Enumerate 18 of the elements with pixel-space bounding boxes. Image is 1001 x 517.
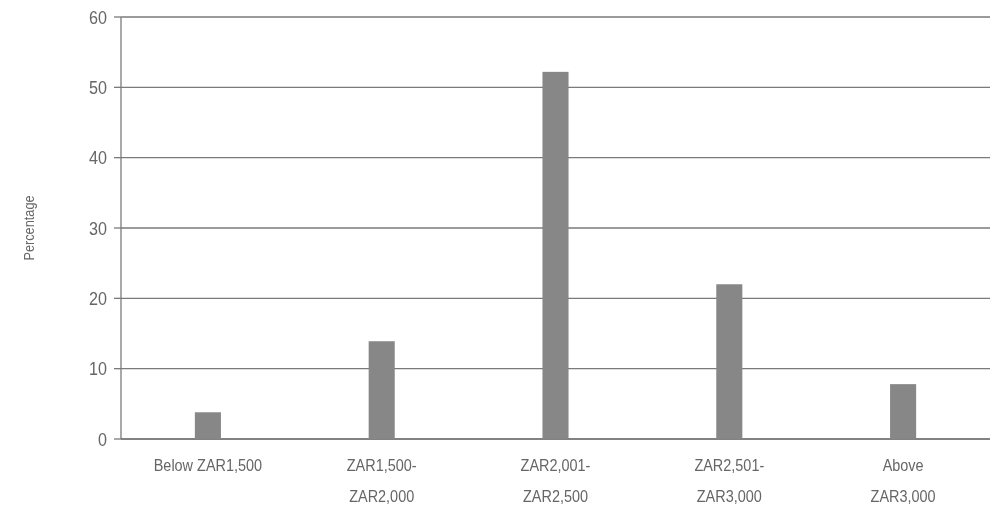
- x-tick-label: ZAR1,500- ZAR2,000: [346, 455, 417, 506]
- x-tick-label: ZAR2,001- ZAR2,500: [520, 455, 591, 506]
- bar: [890, 384, 917, 439]
- y-axis-title: Percentage: [19, 195, 38, 261]
- bar: [716, 284, 743, 439]
- x-tick-label: ZAR2,501- ZAR3,000: [694, 455, 765, 506]
- bar: [542, 71, 569, 439]
- y-tick-label: 40: [89, 147, 108, 169]
- y-tick-label: 60: [89, 6, 108, 28]
- bar: [194, 412, 221, 439]
- bar: [368, 341, 395, 439]
- x-tick-label: Above ZAR3,000: [870, 455, 936, 506]
- y-tick-label: 50: [89, 76, 108, 99]
- y-tick-label: 0: [98, 428, 108, 450]
- x-tick-label: Below ZAR1,500: [153, 455, 263, 475]
- y-tick-label: 10: [89, 358, 108, 380]
- y-tick-label: 30: [89, 217, 108, 239]
- y-tick-label: 20: [89, 287, 108, 310]
